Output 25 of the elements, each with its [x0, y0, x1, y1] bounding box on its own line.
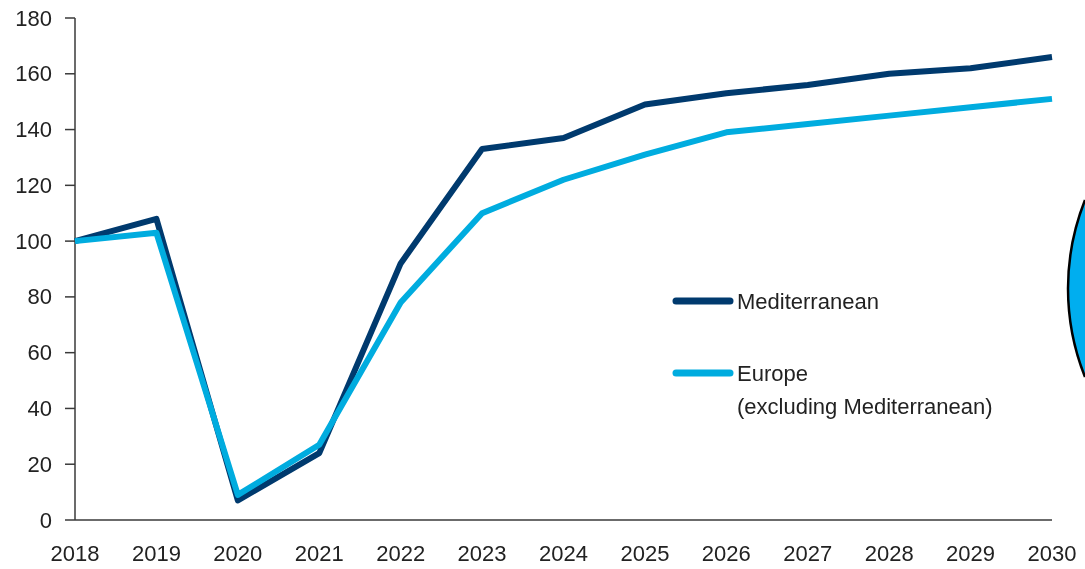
x-tick-label: 2022: [376, 540, 426, 566]
legend-label: Mediterranean: [737, 288, 879, 314]
y-tick-label: 40: [27, 395, 52, 421]
y-tick-label: 80: [27, 284, 52, 310]
x-tick-label: 2018: [50, 540, 100, 566]
x-tick-label: 2028: [864, 540, 914, 566]
y-tick-label: 140: [15, 117, 52, 143]
x-tick-label: 2024: [539, 540, 588, 566]
x-tick-label: 2025: [620, 540, 670, 566]
y-tick-label: 160: [15, 61, 52, 87]
y-tick-label: 120: [15, 172, 52, 198]
x-tick-label: 2019: [131, 540, 181, 566]
x-tick-label: 2027: [783, 540, 833, 566]
x-tick-label: 2021: [294, 540, 344, 566]
y-tick-label: 60: [27, 340, 52, 366]
x-tick-label: 2020: [213, 540, 263, 566]
y-tick-label: 20: [27, 451, 52, 477]
x-tick-label: 2023: [457, 540, 507, 566]
x-tick-label: 2026: [701, 540, 751, 566]
y-tick-label: 180: [15, 5, 52, 31]
y-tick-label: 0: [39, 507, 52, 533]
legend-label: Europe (excluding Mediterranean): [737, 360, 993, 419]
x-tick-label: 2030: [1027, 540, 1077, 566]
x-tick-label: 2029: [946, 540, 996, 566]
y-tick-label: 100: [15, 228, 52, 254]
